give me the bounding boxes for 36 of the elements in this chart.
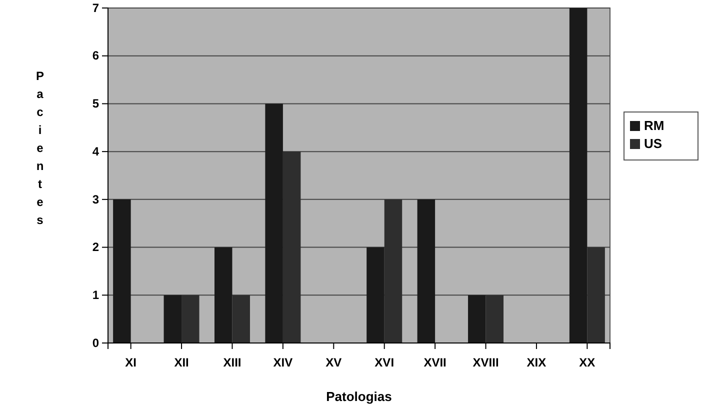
bar [232,295,250,343]
bar [214,247,232,343]
x-tick-label: XIII [223,355,242,370]
x-tick-label: XVII [424,355,446,370]
x-tick-label: XVI [374,355,394,370]
y-tick-label: 4 [92,144,100,158]
x-tick-label: XVIII [472,355,499,370]
y-tick-label: 1 [92,288,100,302]
bar [486,295,504,343]
x-tick-label: XII [174,355,189,370]
y-tick-label: 7 [92,0,100,15]
y-tick-label: 6 [92,48,100,63]
bar [384,199,402,343]
bar [587,247,605,343]
x-tick-label: XIV [273,355,293,370]
legend-label: RM [644,118,664,133]
legend-label: US [644,136,662,151]
bar [113,199,131,343]
bar [468,295,486,343]
y-tick-label: 2 [92,240,100,254]
bar [366,247,384,343]
x-tick-label: XI [125,355,136,370]
bar [265,104,283,343]
x-tick-label: XV [326,355,342,370]
bar [282,152,301,343]
bar [164,295,182,343]
y-tick-label: 5 [92,96,100,111]
x-axis-title: Patologias [326,389,392,404]
y-tick-label: 0 [92,336,100,350]
bar [182,295,200,343]
bar [569,8,588,343]
bar [417,199,436,343]
x-tick-label: XIX [526,355,546,370]
x-tick-label: XX [579,355,596,370]
y-tick-label: 3 [92,192,100,206]
text: Pacientes [36,69,44,227]
